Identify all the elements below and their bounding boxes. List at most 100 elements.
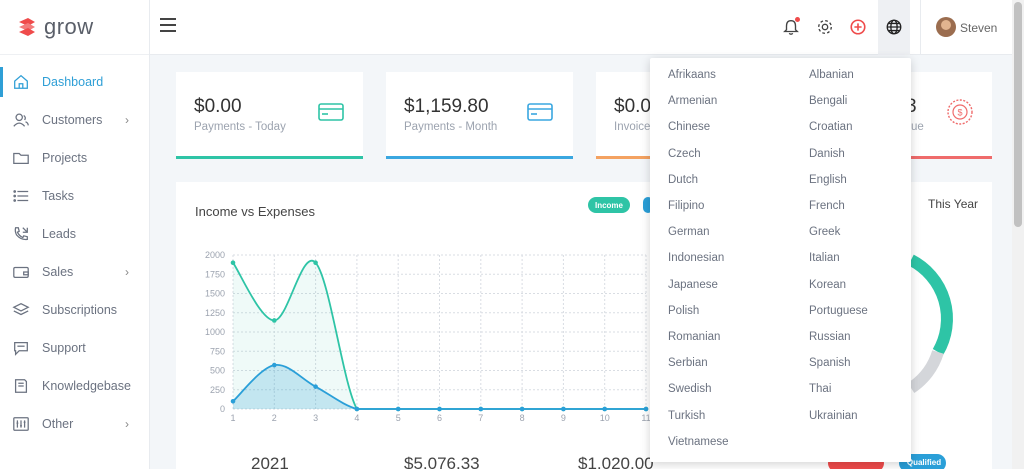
language-option-thai[interactable]: Thai: [809, 383, 832, 396]
language-option-russian[interactable]: Russian: [809, 331, 851, 343]
language-option-romanian[interactable]: Romanian: [668, 331, 721, 343]
add-circle-icon[interactable]: [848, 17, 868, 37]
dollar-badge-icon: $: [947, 99, 973, 125]
credit-card-icon: [527, 103, 553, 121]
language-option-bengali[interactable]: Bengali: [809, 95, 848, 108]
language-button[interactable]: [878, 0, 910, 55]
stat-amount: 3: [906, 96, 917, 117]
series-area-0: [233, 260, 646, 409]
sidebar-item-projects[interactable]: Projects: [0, 139, 149, 177]
footer-year: 2021: [251, 454, 289, 469]
language-option-portuguese[interactable]: Portuguese: [809, 304, 868, 317]
sidebar-item-leads[interactable]: Leads: [0, 215, 149, 253]
data-point: [561, 406, 566, 412]
data-point: [643, 406, 649, 412]
data-point: [437, 406, 442, 412]
logo[interactable]: grow: [0, 0, 149, 55]
data-point: [395, 406, 401, 412]
sidebar-item-customers[interactable]: Customers ›: [0, 101, 149, 139]
language-option-czech[interactable]: Czech: [668, 147, 701, 160]
sidebar-item-tasks[interactable]: Tasks: [0, 177, 149, 215]
panel-title: Income vs Expenses: [195, 204, 315, 219]
username[interactable]: Steven: [960, 21, 998, 35]
legend-expenses[interactable]: [643, 197, 653, 213]
footer-income-total: $5,076.33: [404, 454, 480, 469]
language-option-armenian[interactable]: Armenian: [668, 95, 718, 108]
list-icon: [12, 187, 30, 205]
language-option-indonesian[interactable]: Indonesian: [668, 252, 725, 265]
y-tick-label: 1000: [205, 327, 225, 337]
y-tick-label: 250: [210, 385, 225, 395]
data-point: [354, 406, 360, 412]
credit-card-icon: [318, 103, 344, 121]
page-scrollbar[interactable]: [1012, 0, 1024, 469]
language-option-croatian[interactable]: Croatian: [809, 121, 853, 134]
gear-icon[interactable]: [815, 17, 835, 37]
top-header: Steven: [150, 0, 1024, 55]
scrollbar-thumb[interactable]: [1014, 2, 1022, 227]
language-option-japanese[interactable]: Japanese: [668, 278, 718, 291]
sidebar-item-subscriptions[interactable]: Subscriptions: [0, 291, 149, 329]
hamburger-menu-icon[interactable]: [160, 18, 176, 34]
language-option-swedish[interactable]: Swedish: [668, 383, 712, 396]
y-tick-label: 500: [210, 366, 225, 376]
sidebar-item-label: Leads: [42, 227, 77, 241]
language-option-danish[interactable]: Danish: [809, 147, 845, 160]
sidebar-item-knowledgebase[interactable]: Knowledgebase: [0, 367, 149, 405]
language-option-albanian[interactable]: Albanian: [809, 69, 854, 81]
y-tick-label: 1500: [205, 289, 225, 299]
avatar[interactable]: [936, 17, 956, 37]
x-tick-label: 3: [313, 413, 318, 423]
x-tick-label: 8: [520, 413, 525, 423]
chat-icon: [12, 339, 30, 357]
language-option-german[interactable]: German: [668, 226, 710, 239]
sidebar-item-dashboard[interactable]: Dashboard: [0, 63, 149, 101]
chevron-right-icon: ›: [125, 265, 129, 279]
language-option-dutch[interactable]: Dutch: [668, 173, 699, 186]
sidebar-item-other[interactable]: Other ›: [0, 405, 149, 443]
language-option-polish[interactable]: Polish: [668, 304, 700, 317]
language-option-italian[interactable]: Italian: [809, 252, 840, 265]
bell-icon[interactable]: [781, 17, 801, 37]
sidebar-item-label: Sales: [42, 265, 74, 279]
sidebar-item-label: Dashboard: [42, 75, 104, 89]
folder-icon: [12, 149, 30, 167]
language-option-korean[interactable]: Korean: [809, 278, 847, 291]
stat-card-payments-month: $1,159.80 Payments - Month: [386, 72, 573, 159]
stat-card-payments-today: $0.00 Payments - Today: [176, 72, 363, 159]
x-tick-label: 6: [437, 413, 442, 423]
data-point: [230, 260, 236, 265]
x-tick-label: 1: [230, 413, 235, 423]
sidebar: grow Dashboard Customers › Projects Tasks Lea…: [0, 0, 150, 469]
language-option-greek[interactable]: Greek: [809, 226, 841, 239]
language-option-vietnamese[interactable]: Vietnamese: [668, 435, 729, 448]
sidebar-item-label: Customers: [42, 113, 103, 127]
data-point: [272, 318, 277, 323]
y-tick-label: 2000: [205, 250, 225, 260]
language-option-filipino[interactable]: Filipino: [668, 200, 705, 212]
data-point: [313, 260, 318, 265]
language-option-turkish[interactable]: Turkish: [668, 409, 706, 422]
period-filter[interactable]: This Year: [928, 197, 979, 211]
x-tick-label: 4: [354, 413, 359, 423]
language-option-ukrainian[interactable]: Ukrainian: [809, 409, 858, 422]
x-tick-label: 9: [561, 413, 566, 423]
language-option-serbian[interactable]: Serbian: [668, 357, 708, 370]
globe-icon: [884, 17, 904, 37]
sidebar-item-support[interactable]: Support: [0, 329, 149, 367]
language-option-spanish[interactable]: Spanish: [809, 357, 851, 370]
svg-text:$: $: [957, 108, 962, 118]
legend-income[interactable]: Income: [588, 197, 630, 213]
stat-amount: $0.00: [194, 96, 242, 117]
data-point: [230, 399, 236, 404]
language-option-french[interactable]: French: [809, 200, 845, 212]
stat-label: Payments - Month: [404, 121, 498, 133]
book-icon: [12, 377, 30, 395]
language-option-chinese[interactable]: Chinese: [668, 121, 711, 134]
x-tick-label: 5: [396, 413, 401, 423]
sidebar-item-label: Tasks: [42, 189, 74, 203]
language-option-english[interactable]: English: [809, 173, 847, 186]
language-option-afrikaans[interactable]: Afrikaans: [668, 69, 716, 81]
sidebar-item-sales[interactable]: Sales ›: [0, 253, 149, 291]
header-divider: [920, 0, 921, 55]
